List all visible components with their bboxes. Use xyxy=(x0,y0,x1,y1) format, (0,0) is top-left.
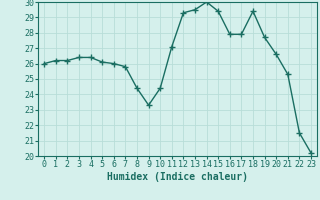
X-axis label: Humidex (Indice chaleur): Humidex (Indice chaleur) xyxy=(107,172,248,182)
